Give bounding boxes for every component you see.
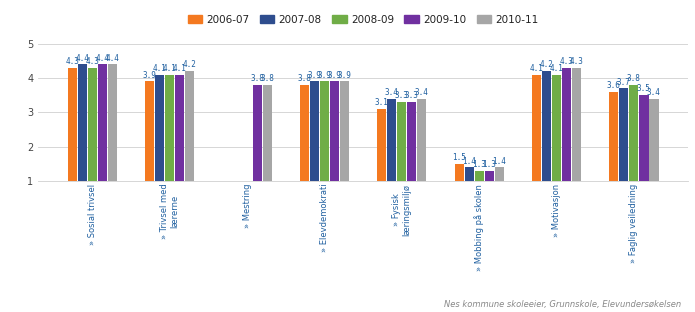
Text: 4.2: 4.2 [539, 61, 553, 70]
Bar [263, 85, 272, 181]
Bar [639, 95, 648, 181]
Bar [185, 71, 195, 181]
Bar [484, 171, 493, 181]
Bar [475, 171, 484, 181]
Text: 3.8: 3.8 [297, 74, 311, 83]
Bar [67, 68, 77, 181]
Bar [398, 102, 407, 181]
Bar [610, 92, 619, 181]
Text: 4.2: 4.2 [183, 61, 197, 70]
Bar [340, 81, 349, 181]
Text: 3.8: 3.8 [260, 74, 274, 83]
Bar [532, 75, 541, 181]
Bar [417, 99, 427, 181]
Text: 3.3: 3.3 [395, 91, 409, 100]
Bar [407, 102, 416, 181]
Bar [175, 75, 184, 181]
Text: 1.3: 1.3 [472, 160, 486, 169]
Bar [552, 75, 561, 181]
Text: 3.4: 3.4 [385, 88, 399, 97]
Bar [572, 68, 581, 181]
Bar [165, 75, 174, 181]
Text: 4.3: 4.3 [85, 57, 99, 66]
Text: 3.4: 3.4 [415, 88, 429, 97]
Text: 4.1: 4.1 [153, 64, 167, 73]
Bar [629, 85, 639, 181]
Bar [542, 71, 551, 181]
Text: 4.4: 4.4 [76, 54, 90, 62]
Bar [320, 81, 329, 181]
Bar [310, 81, 319, 181]
Legend: 2006-07, 2007-08, 2008-09, 2009-10, 2010-11: 2006-07, 2007-08, 2008-09, 2009-10, 2010… [183, 10, 543, 29]
Bar [619, 88, 628, 181]
Text: 3.9: 3.9 [327, 71, 341, 80]
Text: 4.4: 4.4 [95, 54, 109, 62]
Text: 4.3: 4.3 [559, 57, 573, 66]
Text: 3.5: 3.5 [637, 85, 651, 94]
Text: 3.6: 3.6 [607, 81, 621, 90]
Text: 3.9: 3.9 [338, 71, 352, 80]
Bar [330, 81, 339, 181]
Text: 1.4: 1.4 [462, 157, 476, 166]
Bar [649, 99, 658, 181]
Text: 4.3: 4.3 [570, 57, 584, 66]
Text: 3.8: 3.8 [250, 74, 264, 83]
Bar [155, 75, 164, 181]
Bar [495, 167, 504, 181]
Text: 1.4: 1.4 [492, 157, 506, 166]
Text: 4.4: 4.4 [106, 54, 120, 62]
Text: 3.7: 3.7 [617, 78, 631, 87]
Text: 1.5: 1.5 [452, 153, 466, 162]
Text: 3.8: 3.8 [627, 74, 641, 83]
Text: 3.3: 3.3 [405, 91, 419, 100]
Bar [88, 68, 97, 181]
Bar [387, 99, 396, 181]
Text: 4.1: 4.1 [550, 64, 564, 73]
Text: 3.9: 3.9 [307, 71, 321, 80]
Bar [300, 85, 309, 181]
Bar [562, 68, 571, 181]
Bar [108, 64, 117, 181]
Text: 4.1: 4.1 [163, 64, 177, 73]
Text: 3.4: 3.4 [647, 88, 661, 97]
Text: 4.1: 4.1 [173, 64, 187, 73]
Text: Nes kommune skoleeier, Grunnskole, Elevundersøkelsen: Nes kommune skoleeier, Grunnskole, Elevu… [444, 300, 681, 309]
Text: 3.9: 3.9 [142, 71, 156, 80]
Bar [377, 109, 386, 181]
Text: 1.3: 1.3 [482, 160, 496, 169]
Bar [464, 167, 474, 181]
Text: 3.9: 3.9 [318, 71, 332, 80]
Bar [252, 85, 262, 181]
Bar [98, 64, 107, 181]
Bar [455, 164, 464, 181]
Text: 3.1: 3.1 [375, 98, 389, 107]
Bar [78, 64, 87, 181]
Text: 4.3: 4.3 [65, 57, 79, 66]
Text: 4.1: 4.1 [530, 64, 543, 73]
Bar [145, 81, 154, 181]
